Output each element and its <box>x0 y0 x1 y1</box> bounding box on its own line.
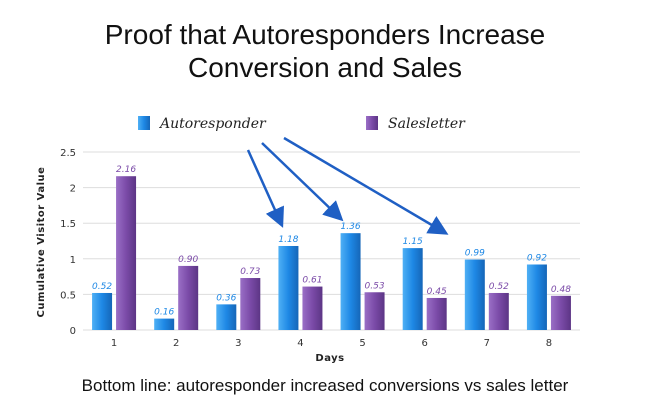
x-tick-label: 1 <box>111 338 117 349</box>
data-labels: 0.52 2.16 0.16 0.90 0.36 0.73 1.18 0.61 1.36 0.53… <box>92 165 571 317</box>
y-tick-label: 1.5 <box>60 219 76 230</box>
legend-label-autoresponder: Autoresponder <box>158 116 267 132</box>
footer-caption: Bottom line: autoresponder increased con… <box>81 376 569 395</box>
bar-salesletter-day-6 <box>426 297 447 330</box>
data-label: 0.52 <box>92 282 112 292</box>
x-axis-ticks: 1 2 3 4 5 6 7 8 <box>111 338 552 349</box>
legend-swatch-autoresponder <box>138 116 150 130</box>
x-axis-label: Days <box>315 353 344 364</box>
data-label: 0.52 <box>489 282 509 292</box>
x-tick-label: 4 <box>297 338 303 349</box>
legend-swatch-salesletter <box>366 116 378 130</box>
bar-salesletter-day-3 <box>240 278 261 330</box>
y-axis-ticks: 0 0.5 1 1.5 2 2.5 <box>60 148 76 337</box>
data-label: 0.99 <box>465 249 485 259</box>
bars <box>92 176 571 330</box>
bar-salesletter-day-5 <box>364 292 385 330</box>
data-label: 0.36 <box>216 293 236 303</box>
data-label: 0.45 <box>427 287 447 297</box>
x-tick-label: 6 <box>422 338 428 349</box>
bar-autoresponder-day-5 <box>340 233 361 330</box>
legend-label-salesletter: Salesletter <box>388 116 466 132</box>
x-tick-label: 8 <box>546 338 552 349</box>
data-label: 0.73 <box>240 267 260 277</box>
bar-salesletter-day-7 <box>488 292 509 330</box>
bar-autoresponder-day-2 <box>154 318 175 330</box>
legend: Autoresponder Salesletter <box>138 116 466 132</box>
bar-salesletter-day-4 <box>302 286 323 330</box>
y-tick-label: 1 <box>70 255 76 266</box>
data-label: 1.36 <box>341 222 361 232</box>
x-tick-label: 2 <box>173 338 179 349</box>
title-line-1: Proof that Autoresponders Increase <box>104 19 546 50</box>
title-line-2: Conversion and Sales <box>188 52 462 83</box>
x-tick-label: 7 <box>484 338 490 349</box>
y-tick-label: 0 <box>70 326 76 337</box>
data-label: 0.90 <box>178 255 198 265</box>
arrow-to-day-5 <box>261 142 344 222</box>
data-label: 0.53 <box>365 281 385 291</box>
y-tick-label: 2 <box>70 184 76 195</box>
y-axis-label: Cumulative Visitor Value <box>36 167 47 318</box>
x-tick-label: 3 <box>235 338 241 349</box>
y-tick-label: 0.5 <box>60 290 76 301</box>
data-label: 1.15 <box>403 237 423 247</box>
bar-autoresponder-day-4 <box>278 245 299 330</box>
bar-salesletter-day-1 <box>116 176 137 330</box>
data-label: 0.61 <box>302 276 322 286</box>
bar-autoresponder-day-1 <box>92 292 113 330</box>
data-label: 1.18 <box>278 235 298 245</box>
x-tick-label: 5 <box>359 338 365 349</box>
bar-autoresponder-day-6 <box>402 248 423 330</box>
y-tick-label: 2.5 <box>60 148 76 159</box>
chart-title: Proof that Autoresponders Increase Conve… <box>0 18 650 84</box>
arrow-to-day-6 <box>283 136 449 235</box>
data-label: 0.92 <box>527 253 547 263</box>
bar-autoresponder-day-8 <box>526 264 547 330</box>
bar-salesletter-day-8 <box>550 295 571 330</box>
data-label: 0.16 <box>154 308 174 318</box>
arrow-to-day-4 <box>246 149 284 228</box>
annotation-arrows <box>246 136 449 235</box>
data-label: 0.48 <box>551 285 571 295</box>
bar-autoresponder-day-7 <box>464 259 485 330</box>
bar-salesletter-day-2 <box>178 265 199 330</box>
data-label: 2.16 <box>116 165 136 175</box>
bar-autoresponder-day-3 <box>216 304 237 330</box>
